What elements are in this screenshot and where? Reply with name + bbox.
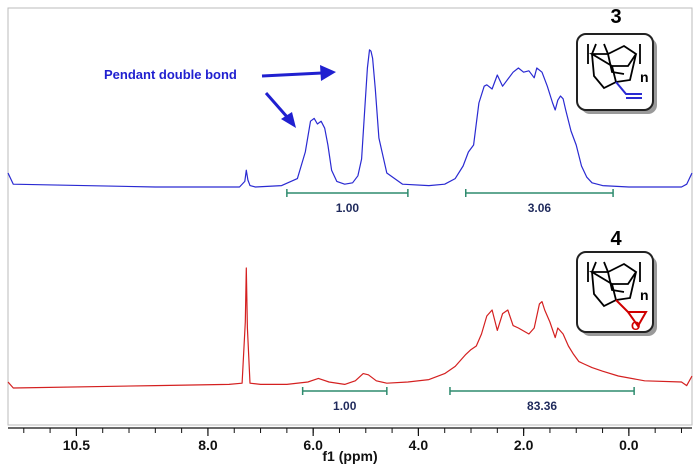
x-tick-label: 8.0 [198, 437, 218, 453]
spectra [7, 49, 693, 389]
pendant-double-bond-annotation: Pendant double bond [104, 65, 336, 128]
integration-3-1: 3.06 [465, 189, 614, 215]
integration-4-3: 83.36 [449, 387, 635, 413]
annotation-arrowhead-right [320, 65, 336, 81]
annotation-text: Pendant double bond [104, 67, 237, 82]
x-tick-label: 4.0 [409, 437, 429, 453]
integration-label: 83.36 [527, 399, 557, 413]
plot-border [7, 7, 693, 426]
integration-label: 1.00 [333, 399, 357, 413]
integration-4-2: 1.00 [301, 387, 388, 413]
compound-number-4: 4 [610, 228, 622, 250]
integrations: 1.00 3.06 1.00 83.36 [286, 189, 635, 413]
x-axis: 10.5 8.0 6.0 4.0 2.0 0.0 [8, 427, 692, 453]
x-tick-label: 6.0 [303, 437, 323, 453]
repeat-subscript-n-4: n [640, 287, 649, 303]
integration-label: 3.06 [528, 201, 552, 215]
x-axis-label: f1 (ppm) [322, 448, 377, 464]
repeat-subscript-n-3: n [640, 69, 649, 85]
norbornene-skeleton-4 [587, 261, 641, 308]
x-tick-label: 2.0 [514, 437, 534, 453]
structure-4: 4 n O [576, 228, 657, 336]
norbornene-skeleton-3 [587, 43, 641, 90]
compound-number-3: 3 [610, 6, 621, 28]
annotation-arrow-right [261, 71, 323, 78]
epoxide-ring [615, 299, 648, 328]
x-tick-label: 10.5 [63, 437, 90, 453]
annotation-arrow-down [264, 92, 290, 119]
epoxide-oxygen: O [631, 319, 640, 333]
vinyl-group [615, 81, 642, 99]
annotation-arrowhead-down [281, 112, 296, 128]
spectrum-4-line [7, 267, 693, 389]
spectrum-3-line [7, 49, 693, 188]
x-tick-label: 0.0 [619, 437, 639, 453]
integration-3-0: 1.00 [286, 189, 409, 215]
integration-label: 1.00 [336, 201, 360, 215]
plot-frame [7, 7, 693, 426]
structure-3: 3 n [576, 6, 657, 114]
